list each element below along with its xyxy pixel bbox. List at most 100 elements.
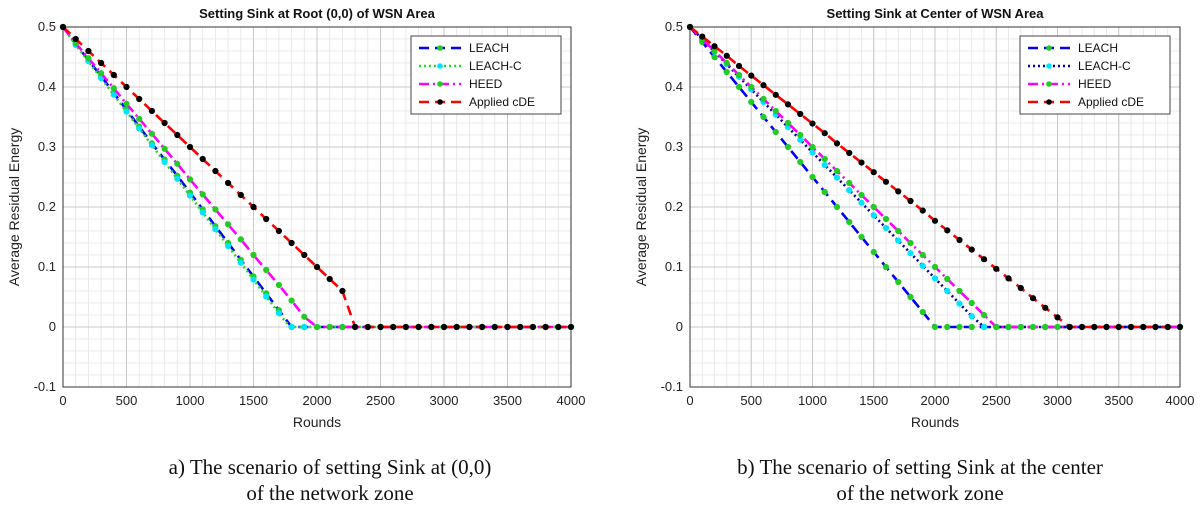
series-point — [821, 161, 828, 169]
series-point — [1103, 323, 1110, 331]
series-point — [858, 191, 865, 199]
series-point — [186, 176, 194, 183]
series-point — [907, 239, 914, 247]
x-tick-label: 2000 — [921, 393, 950, 408]
series-point — [98, 70, 105, 77]
series-point — [1005, 323, 1012, 331]
series-point — [212, 206, 219, 213]
x-tick-label: 500 — [740, 393, 762, 408]
legend: LEACH LEACH-C HEED Applied cDE — [1019, 35, 1171, 115]
series-point — [136, 125, 143, 132]
y-tick-label: 0.3 — [38, 139, 56, 154]
series-point — [858, 159, 865, 166]
series-point — [784, 143, 792, 151]
legend-label: LEACH-C — [1078, 59, 1131, 73]
series-point — [968, 313, 975, 320]
x-axis-label: Rounds — [911, 414, 959, 430]
series-point — [846, 179, 853, 187]
series-point — [161, 145, 168, 152]
y-tick-label: 0.1 — [665, 259, 683, 274]
series-point — [542, 323, 549, 331]
series-point — [956, 300, 963, 307]
series-point — [1164, 323, 1171, 331]
series-point — [440, 323, 448, 331]
series-point — [858, 233, 865, 241]
series-point — [301, 323, 308, 331]
x-tick-label: 0 — [686, 393, 693, 408]
caption-b: b) The scenario of setting Sink at the c… — [650, 454, 1190, 506]
series-point — [326, 275, 333, 283]
series-point — [136, 95, 143, 103]
series-point — [1017, 323, 1024, 331]
series-point — [237, 236, 244, 243]
caption-b-line-2: of the network zone — [836, 481, 1004, 505]
series-point — [833, 174, 841, 181]
series-point — [846, 187, 853, 194]
series-point — [993, 323, 1000, 331]
series-point — [735, 62, 743, 70]
series-point — [186, 192, 194, 199]
series-point — [833, 203, 841, 211]
series-point — [772, 91, 779, 98]
legend-label: HEED — [1078, 77, 1112, 91]
figure: 0 500 1000 1500 2000 2500 3000 3500 4000-0.100.1… — [6, 6, 1195, 430]
series-point — [846, 149, 853, 157]
series-point — [895, 227, 902, 235]
series-point — [1054, 323, 1061, 331]
series-point — [809, 143, 816, 151]
series-point — [944, 275, 951, 283]
series-point — [748, 72, 755, 79]
series-point — [288, 239, 295, 247]
chart-title: Setting Sink at Center of WSN Area — [827, 6, 1045, 21]
series-point — [1017, 284, 1024, 292]
y-tick-label: 0.4 — [665, 79, 683, 94]
series-point — [466, 323, 473, 331]
series-point — [136, 115, 143, 122]
series-point — [833, 167, 841, 175]
x-tick-label: 1500 — [239, 393, 268, 408]
legend-label: LEACH — [1078, 41, 1118, 55]
series-point — [148, 107, 155, 115]
series-point — [760, 95, 767, 103]
series-point — [968, 246, 975, 253]
series-point — [313, 263, 321, 271]
series-point — [1127, 323, 1135, 331]
legend-marker — [437, 63, 443, 69]
series-point — [85, 47, 92, 55]
series-point — [1078, 323, 1086, 331]
series-point — [225, 179, 232, 187]
legend-label: Applied cDE — [1078, 95, 1144, 109]
y-tick-label: 0.2 — [665, 199, 683, 214]
series-point — [148, 142, 155, 149]
series-point — [110, 91, 117, 98]
series-point — [237, 259, 244, 266]
series-point — [760, 82, 767, 89]
series-point — [931, 217, 939, 224]
series-point — [301, 313, 308, 320]
series-point — [784, 101, 792, 108]
series-point — [858, 199, 865, 206]
series-point — [907, 293, 914, 301]
series-point — [275, 310, 282, 317]
series-point — [59, 23, 67, 31]
series-point — [225, 242, 232, 250]
series-point — [479, 323, 486, 331]
series-point — [870, 203, 877, 211]
series-point — [415, 323, 422, 331]
series-point — [529, 323, 537, 331]
x-tick-label: 4000 — [1166, 393, 1195, 408]
series-point — [711, 43, 718, 50]
series-point — [1054, 314, 1061, 321]
series-point — [870, 212, 877, 219]
y-axis-label: Average Residual Energy — [633, 128, 649, 287]
y-tick-label: 0.5 — [38, 19, 56, 34]
series-point — [263, 293, 270, 300]
series-point — [352, 323, 359, 331]
series-point — [919, 308, 926, 316]
axes-box — [62, 26, 572, 388]
series-point — [275, 281, 282, 289]
series-point — [956, 236, 963, 244]
series-point — [723, 68, 730, 76]
series-point — [931, 323, 939, 331]
x-tick-label: 1500 — [859, 393, 888, 408]
